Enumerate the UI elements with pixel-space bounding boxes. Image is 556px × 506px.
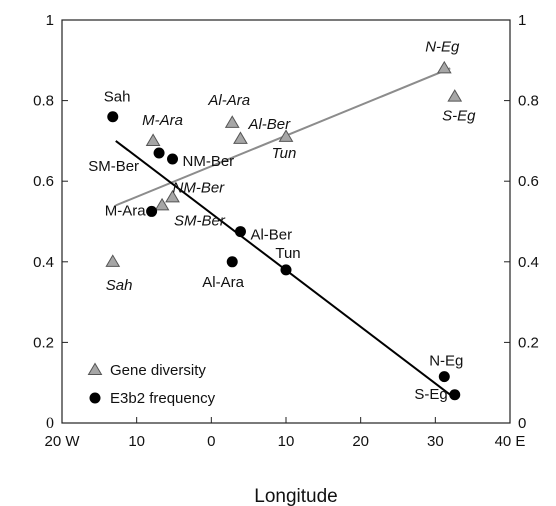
x-tick-label: 10 (278, 433, 295, 450)
point-label: N-Eg (425, 38, 460, 55)
point-label: NM-Ber (183, 153, 235, 170)
y-tick-label-left: 0.2 (33, 334, 54, 351)
triangle-point (106, 255, 119, 266)
point-label: Al-Ara (207, 92, 250, 109)
x-tick-label: 0 (207, 433, 215, 450)
circle-point (439, 371, 450, 382)
circle-point (227, 256, 238, 267)
circle-point (146, 206, 157, 217)
triangle-point (448, 90, 461, 101)
y-tick-label-left: 0 (46, 415, 54, 432)
circle-point (449, 389, 460, 400)
circle-point (107, 111, 118, 122)
y-tick-label-left: 0.4 (33, 254, 54, 271)
point-label: Sah (106, 277, 133, 294)
x-axis-title: Longitude (254, 486, 337, 506)
circle-point (167, 154, 178, 165)
point-label: Tun (275, 245, 300, 262)
y-tick-label-right: 0.4 (518, 254, 539, 271)
triangle-point (234, 132, 247, 143)
y-tick-label-left: 0.6 (33, 173, 54, 190)
y-tick-label-right: 0.8 (518, 93, 539, 110)
y-tick-label-right: 0.2 (518, 334, 539, 351)
y-tick-label-right: 0 (518, 415, 526, 432)
y-tick-label-right: 0.6 (518, 173, 539, 190)
y-tick-label-left: 0.8 (33, 93, 54, 110)
triangle-point (226, 116, 239, 127)
point-label: Al-Ara (202, 274, 244, 291)
y-tick-label-left: 1 (46, 12, 54, 29)
point-label: SM-Ber (174, 212, 226, 229)
legend-triangle-icon (89, 364, 102, 375)
point-label: Al-Ber (247, 116, 291, 133)
legend-label-gene-diversity: Gene diversity (110, 362, 206, 379)
point-label: S-Eg (442, 108, 476, 125)
circle-point (281, 264, 292, 275)
point-label: M-Ara (142, 112, 183, 129)
point-label: S-Eg (414, 386, 447, 403)
point-label: Al-Ber (250, 227, 292, 244)
triangle-point (438, 62, 451, 73)
x-tick-label: 20 (352, 433, 369, 450)
x-tick-label: 20 W (44, 433, 80, 450)
point-label: Sah (104, 89, 131, 106)
point-label: Tun (272, 145, 297, 162)
point-label: NM-Ber (173, 179, 226, 196)
point-label: SM-Ber (88, 158, 139, 175)
circle-point (154, 147, 165, 158)
x-tick-label: 10 (128, 433, 145, 450)
legend-circle-icon (90, 393, 101, 404)
point-labels: N-EgS-EgAl-AraAl-BerTunM-AraNM-BerSM-Ber… (88, 38, 476, 402)
circle-point (235, 226, 246, 237)
legend: Gene diversity E3b2 frequency (89, 362, 216, 407)
point-label: N-Eg (429, 353, 463, 370)
legend-label-e3b2-frequency: E3b2 frequency (110, 390, 216, 407)
y-tick-label-right: 1 (518, 12, 526, 29)
point-label: M-Ara (105, 202, 146, 219)
x-tick-label: 40 E (495, 433, 526, 450)
x-tick-label: 30 (427, 433, 444, 450)
triangle-point (147, 134, 160, 145)
